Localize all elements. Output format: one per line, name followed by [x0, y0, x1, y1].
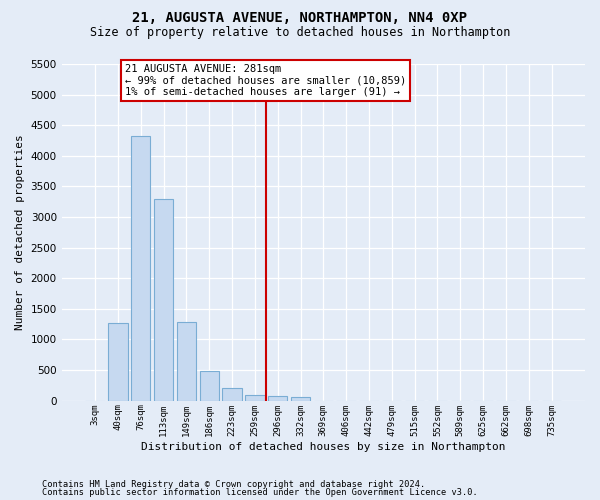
Text: 21, AUGUSTA AVENUE, NORTHAMPTON, NN4 0XP: 21, AUGUSTA AVENUE, NORTHAMPTON, NN4 0XP — [133, 12, 467, 26]
Bar — [291, 398, 310, 400]
Bar — [223, 388, 242, 400]
X-axis label: Distribution of detached houses by size in Northampton: Distribution of detached houses by size … — [141, 442, 506, 452]
Bar — [245, 395, 265, 400]
Bar — [154, 198, 173, 400]
Bar — [177, 322, 196, 400]
Text: Size of property relative to detached houses in Northampton: Size of property relative to detached ho… — [90, 26, 510, 39]
Bar — [131, 136, 151, 400]
Bar — [268, 396, 287, 400]
Y-axis label: Number of detached properties: Number of detached properties — [15, 134, 25, 330]
Bar — [200, 371, 219, 400]
Text: Contains HM Land Registry data © Crown copyright and database right 2024.: Contains HM Land Registry data © Crown c… — [42, 480, 425, 489]
Text: Contains public sector information licensed under the Open Government Licence v3: Contains public sector information licen… — [42, 488, 478, 497]
Bar — [108, 323, 128, 400]
Text: 21 AUGUSTA AVENUE: 281sqm
← 99% of detached houses are smaller (10,859)
1% of se: 21 AUGUSTA AVENUE: 281sqm ← 99% of detac… — [125, 64, 406, 97]
